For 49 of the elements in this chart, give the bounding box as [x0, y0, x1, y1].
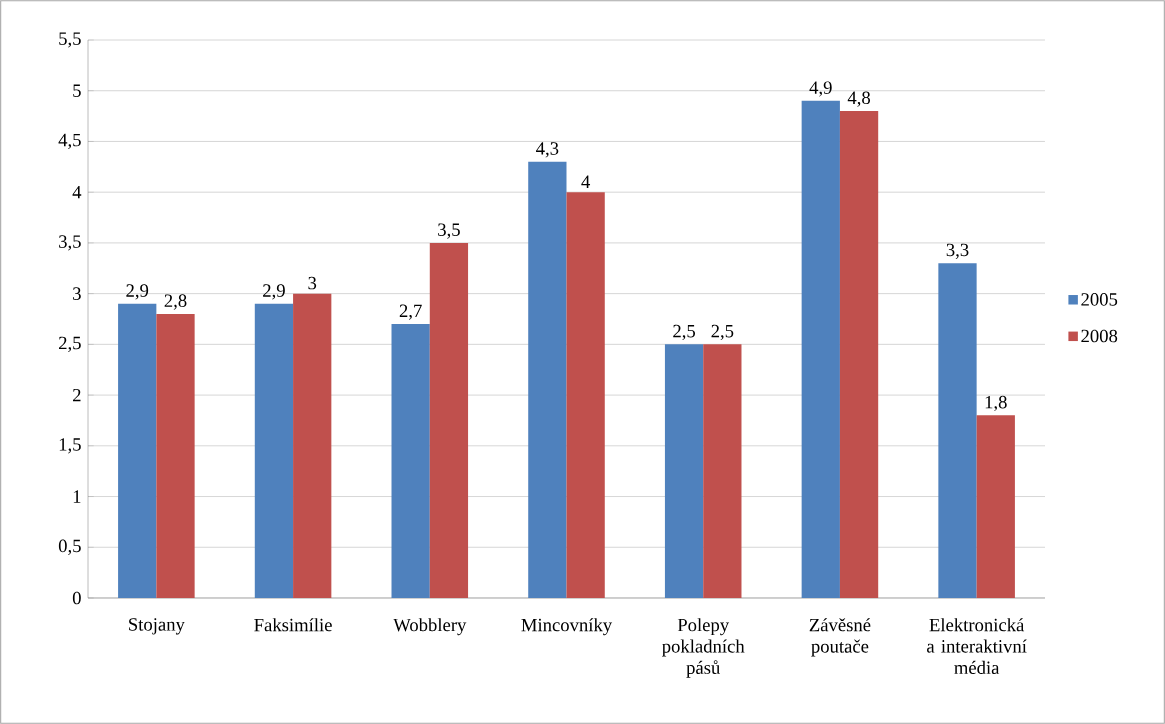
bar: [391, 324, 430, 598]
x-tick-label: Mincovníky: [521, 618, 613, 636]
data-label: 3,3: [946, 243, 969, 259]
y-tick-label: 0,5: [58, 539, 81, 555]
y-tick-label: 2: [73, 388, 81, 402]
bar: [938, 263, 977, 598]
data-label: 4,3: [536, 142, 559, 158]
y-tick-label: 5,5: [59, 32, 81, 48]
data-label: 2,5: [673, 324, 696, 341]
x-tick-label: Wobblery: [393, 618, 467, 636]
y-tick-label: 4: [72, 186, 82, 199]
data-label: 2,8: [164, 294, 187, 310]
data-label: 2,5: [711, 324, 734, 341]
bar: [664, 344, 704, 598]
data-label: 3,5: [438, 223, 460, 239]
bar: [156, 313, 195, 598]
bar: [976, 415, 1015, 598]
y-tick-label: 1,5: [59, 438, 81, 454]
bar: [429, 242, 469, 598]
legend-label: 2008: [1081, 329, 1118, 343]
x-tick-label: Polepy pokladních pásů: [662, 618, 745, 678]
bar: [801, 100, 840, 598]
data-label: 2,9: [126, 284, 149, 300]
data-label: 2,7: [399, 304, 422, 320]
bar: [528, 161, 567, 598]
bar: [566, 192, 605, 598]
y-tick-label: 3: [73, 287, 81, 300]
x-tick-label: Elektronická a interaktivní média: [927, 618, 1027, 674]
y-tick-label: 2,5: [59, 336, 81, 352]
x-tick-label: Závěsné poutače: [809, 618, 871, 657]
bar: [293, 293, 332, 598]
y-tick-label: 5: [73, 84, 81, 97]
data-label: 1,8: [985, 395, 1007, 412]
bar: [839, 111, 879, 598]
data-label: 4: [581, 175, 591, 188]
data-label: 2,9: [263, 284, 285, 300]
legend-label: 2005: [1081, 293, 1118, 306]
y-tick-label: 1: [73, 490, 81, 503]
x-tick-label: Faksimílie: [254, 618, 332, 632]
y-tick-label: 0: [72, 591, 81, 605]
bar: [118, 303, 157, 598]
data-label: 4,8: [847, 91, 871, 107]
data-label: 4,9: [809, 81, 832, 97]
y-tick-label: 4,5: [58, 133, 81, 150]
data-label: 3: [308, 276, 317, 290]
x-tick-label: Stojany: [129, 618, 185, 635]
bar: [703, 344, 742, 598]
bar: [254, 303, 294, 598]
y-tick-label: 3,5: [59, 235, 81, 251]
